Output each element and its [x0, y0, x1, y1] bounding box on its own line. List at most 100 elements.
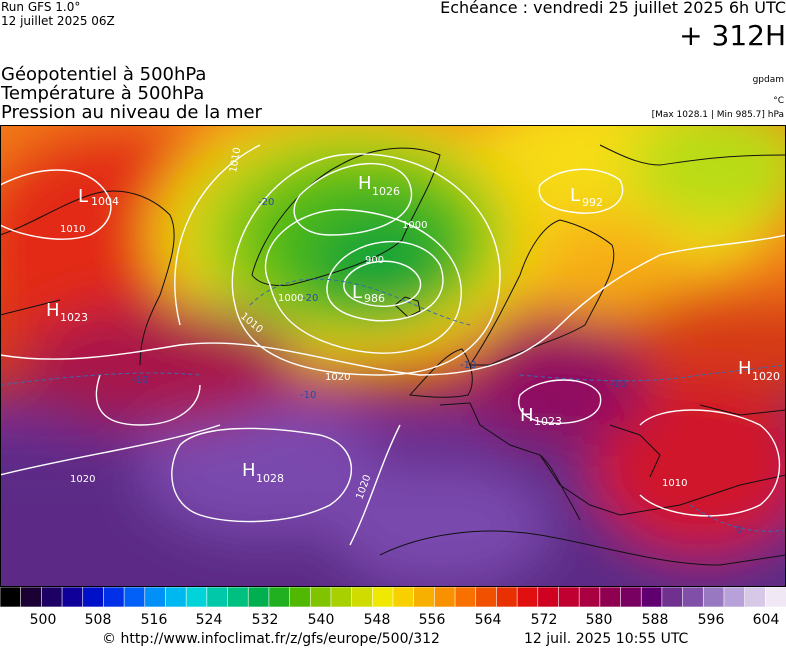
colorbar-tick: 588 — [641, 612, 669, 628]
colorbar-swatch — [309, 587, 332, 607]
geopotential-field — [0, 125, 786, 587]
svg-text:1028: 1028 — [256, 472, 284, 485]
coastlines — [0, 144, 786, 566]
colorbar-swatch — [82, 587, 105, 607]
colorbar-tick: 564 — [474, 612, 502, 628]
colorbar-swatch — [516, 587, 539, 607]
svg-text:1020: 1020 — [752, 370, 780, 383]
isobars — [0, 144, 786, 546]
svg-text:-10: -10 — [460, 360, 476, 371]
temperature-labels: -20 -20 -10 -10 -10 -10 0 — [132, 197, 742, 536]
svg-text:1000: 1000 — [278, 293, 303, 304]
colorbar-tick: 556 — [418, 612, 446, 628]
svg-text:H: H — [738, 358, 752, 379]
colorbar-swatch — [578, 587, 601, 607]
colorbar-swatch — [61, 587, 84, 607]
svg-text:1020: 1020 — [325, 372, 350, 383]
generated-date: 12 juil. 2025 10:55 UTC — [524, 631, 689, 647]
svg-text:1004: 1004 — [91, 195, 119, 208]
colorbar-swatch — [620, 587, 643, 607]
pressure-centre-high-5: H 1028 — [242, 460, 284, 485]
colorbar-swatch — [413, 587, 436, 607]
pressure-centre-high-1: H 1026 — [358, 173, 400, 198]
svg-text:-20: -20 — [258, 197, 274, 208]
pressure-centre-high-2: H 1023 — [46, 300, 88, 324]
svg-text:992: 992 — [582, 196, 603, 209]
param-geopotential: Géopotentiel à 500hPa — [1, 64, 207, 85]
colorbar-swatch — [702, 587, 725, 607]
unit-geopotential: gpdam — [752, 75, 784, 85]
param-pressure: Pression au niveau de la mer — [1, 102, 262, 123]
colorbar-tick: 580 — [585, 612, 613, 628]
colorbar-swatch — [144, 587, 167, 607]
colorbar-swatch — [41, 587, 63, 607]
svg-text:H: H — [358, 173, 372, 194]
colorbar-tick: 604 — [752, 612, 780, 628]
svg-text:1010: 1010 — [228, 147, 243, 174]
svg-text:0: 0 — [736, 525, 742, 536]
unit-temperature: °C — [773, 96, 784, 106]
pressure-centre-low-2: L 992 — [570, 185, 603, 209]
colorbar-swatch — [351, 587, 374, 607]
colorbar-tick: 508 — [84, 612, 112, 628]
colorbar-tick: 540 — [307, 612, 335, 628]
isotherms — [0, 278, 786, 532]
colorbar-swatch — [185, 587, 208, 607]
colorbar-swatch — [765, 587, 786, 607]
run-label: Run GFS 1.0° — [1, 0, 81, 14]
colorbar — [0, 587, 786, 607]
colorbar-tick: 516 — [140, 612, 168, 628]
svg-text:-10: -10 — [132, 375, 148, 386]
svg-text:1010: 1010 — [60, 224, 85, 235]
run-date: 12 juillet 2025 06Z — [1, 14, 115, 28]
colorbar-swatch — [372, 587, 394, 607]
svg-text:986: 986 — [364, 292, 385, 305]
colorbar-swatch — [599, 587, 622, 607]
colorbar-swatch — [165, 587, 187, 607]
svg-text:L: L — [352, 282, 362, 303]
svg-text:1023: 1023 — [60, 311, 88, 324]
colorbar-tick: 596 — [697, 612, 725, 628]
colorbar-swatch — [289, 587, 312, 607]
colorbar-swatch — [682, 587, 705, 607]
colorbar-swatch — [392, 587, 415, 607]
colorbar-swatch — [723, 587, 746, 607]
svg-text:1020: 1020 — [70, 474, 95, 485]
pressure-centre-low-1: L 1004 — [78, 186, 119, 208]
svg-text:H: H — [520, 405, 534, 426]
svg-text:H: H — [242, 460, 256, 481]
svg-text:1023: 1023 — [534, 415, 562, 428]
colorbar-swatch — [475, 587, 498, 607]
colorbar-swatch — [661, 587, 684, 607]
colorbar-tick: 572 — [530, 612, 558, 628]
pressure-range: [Max 1028.1 | Min 985.7] hPa — [651, 110, 784, 120]
colorbar-tick: 548 — [363, 612, 391, 628]
forecast-time: Echéance : vendredi 25 juillet 2025 6h U… — [440, 0, 786, 17]
svg-text:-10: -10 — [610, 379, 626, 390]
colorbar-swatch — [123, 587, 146, 607]
colorbar-swatch — [268, 587, 291, 607]
svg-text:L: L — [78, 186, 88, 207]
svg-text:1026: 1026 — [372, 185, 400, 198]
isobar-labels: 1010 1010 1000 1000 1010 1020 1020 1020 … — [60, 147, 687, 501]
pressure-centre-high-4: H 1023 — [520, 405, 562, 428]
pressure-centre-high-3: H 1020 — [738, 358, 780, 383]
svg-text:1000: 1000 — [402, 220, 427, 231]
pressure-centres: H 1026 L 1004 L 992 H 1023 L 986 H 1020 H 1023 … — [46, 173, 780, 485]
colorbar-tick: 532 — [251, 612, 279, 628]
colorbar-tick: 500 — [29, 612, 57, 628]
svg-text:L: L — [570, 185, 580, 206]
colorbar-swatch — [103, 587, 125, 607]
pressure-centre-low-3: L 986 — [352, 282, 385, 305]
colorbar-tick: 524 — [195, 612, 223, 628]
colorbar-swatch — [0, 587, 22, 607]
colorbar-swatch — [454, 587, 477, 607]
param-temperature: Température à 500hPa — [1, 83, 205, 104]
colorbar-swatch — [206, 587, 229, 607]
source-url: © http://www.infoclimat.fr/z/gfs/europe/… — [102, 631, 440, 647]
colorbar-swatch — [247, 587, 270, 607]
lead-time: + 312H — [679, 19, 786, 52]
colorbar-swatch — [434, 587, 456, 607]
colorbar-swatch — [744, 587, 767, 607]
colorbar-swatch — [558, 587, 580, 607]
